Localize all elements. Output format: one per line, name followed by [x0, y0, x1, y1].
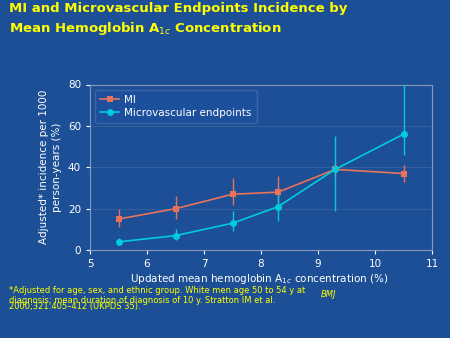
Text: Updated mean hemoglobin A$_{1c}$ concentration (%): Updated mean hemoglobin A$_{1c}$ concent… [130, 272, 388, 286]
Text: *Adjusted for age, sex, and ethnic group. White men age 50 to 54 y at
diagnosis;: *Adjusted for age, sex, and ethnic group… [9, 286, 305, 305]
Text: BMJ: BMJ [320, 290, 336, 299]
Text: 2000;321:405–412 (UKPDS 35).: 2000;321:405–412 (UKPDS 35). [9, 302, 140, 311]
Y-axis label: Adjusted* incidence per 1000
person-years (%): Adjusted* incidence per 1000 person-year… [39, 90, 62, 244]
Legend: MI, Microvascular endpoints: MI, Microvascular endpoints [95, 90, 257, 123]
Text: Mean Hemoglobin A$_{1c}$ Concentration: Mean Hemoglobin A$_{1c}$ Concentration [9, 20, 281, 37]
Text: MI and Microvascular Endpoints Incidence by: MI and Microvascular Endpoints Incidence… [9, 2, 347, 15]
